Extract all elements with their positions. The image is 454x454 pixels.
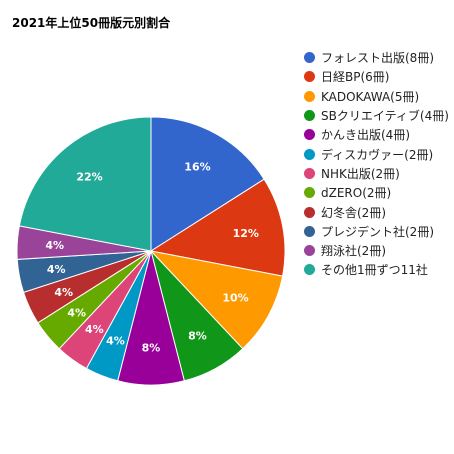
legend-item-11: その他1冊ずつ11社 [304,260,449,279]
legend-item-3: SBクリエイティブ(4冊) [304,106,449,125]
slice-label-9: 4% [47,263,66,276]
legend-swatch [304,167,315,179]
slice-label-5: 4% [106,335,125,348]
legend-label: かんき出版(4冊) [321,128,410,143]
legend-item-10: 翔泳社(2冊) [304,241,449,260]
legend-label: 幻冬舎(2冊) [321,205,386,220]
legend-item-1: 日経BP(6冊) [304,67,449,86]
legend-label: SBクリエイティブ(4冊) [321,109,449,124]
legend-swatch [304,264,315,276]
pie-slice-11 [18,116,152,252]
legend-item-4: かんき出版(4冊) [304,125,449,144]
legend-item-8: 幻冬舎(2冊) [304,202,449,221]
legend-swatch [304,71,315,83]
legend-label: 日経BP(6冊) [321,70,390,85]
legend-label: 翔泳社(2冊) [321,244,386,259]
legend-label: dZERO(2冊) [321,186,392,201]
legend-label: ディスカヴァー(2冊) [321,147,434,162]
legend-item-2: KADOKAWA(5冊) [304,87,449,106]
legend-item-5: ディスカヴァー(2冊) [304,144,449,163]
legend-label: NHK出版(2冊) [321,166,400,181]
legend-item-0: フォレスト出版(8冊) [304,48,449,67]
pie-slice-1 [149,178,286,277]
legend-swatch [304,225,315,237]
slice-label-3: 8% [188,330,207,343]
legend-swatch [304,110,315,122]
slice-label-2: 10% [222,291,248,304]
legend-swatch [304,90,315,102]
legend-swatch [304,187,315,199]
slice-label-7: 4% [67,307,86,320]
pie-slice-0 [150,116,265,252]
legend-label: フォレスト出版(8冊) [321,51,434,66]
legend-swatch [304,148,315,160]
chart-legend: フォレスト出版(8冊) 日経BP(6冊) KADOKAWA(5冊) SBクリエイティブ… [304,48,449,280]
legend-item-7: dZERO(2冊) [304,183,449,202]
slice-label-0: 16% [184,160,210,173]
slice-label-6: 4% [85,323,104,336]
chart-title: 2021年上位50冊版元別割合 [12,16,171,30]
legend-item-6: NHK出版(2冊) [304,164,449,183]
pie-slice-2 [149,250,284,350]
legend-swatch [304,206,315,218]
slice-label-10: 4% [45,239,64,252]
legend-item-9: プレジデント社(2冊) [304,222,449,241]
slice-label-8: 4% [54,286,73,299]
legend-label: プレジデント社(2冊) [321,224,434,239]
slice-label-1: 12% [233,227,259,240]
legend-swatch [304,129,315,141]
slice-label-11: 22% [76,171,102,184]
legend-swatch [304,245,315,257]
slice-label-4: 8% [142,341,161,354]
legend-label: KADOKAWA(5冊) [321,89,420,104]
legend-swatch [304,52,315,64]
legend-label: その他1冊ずつ11社 [321,263,428,278]
